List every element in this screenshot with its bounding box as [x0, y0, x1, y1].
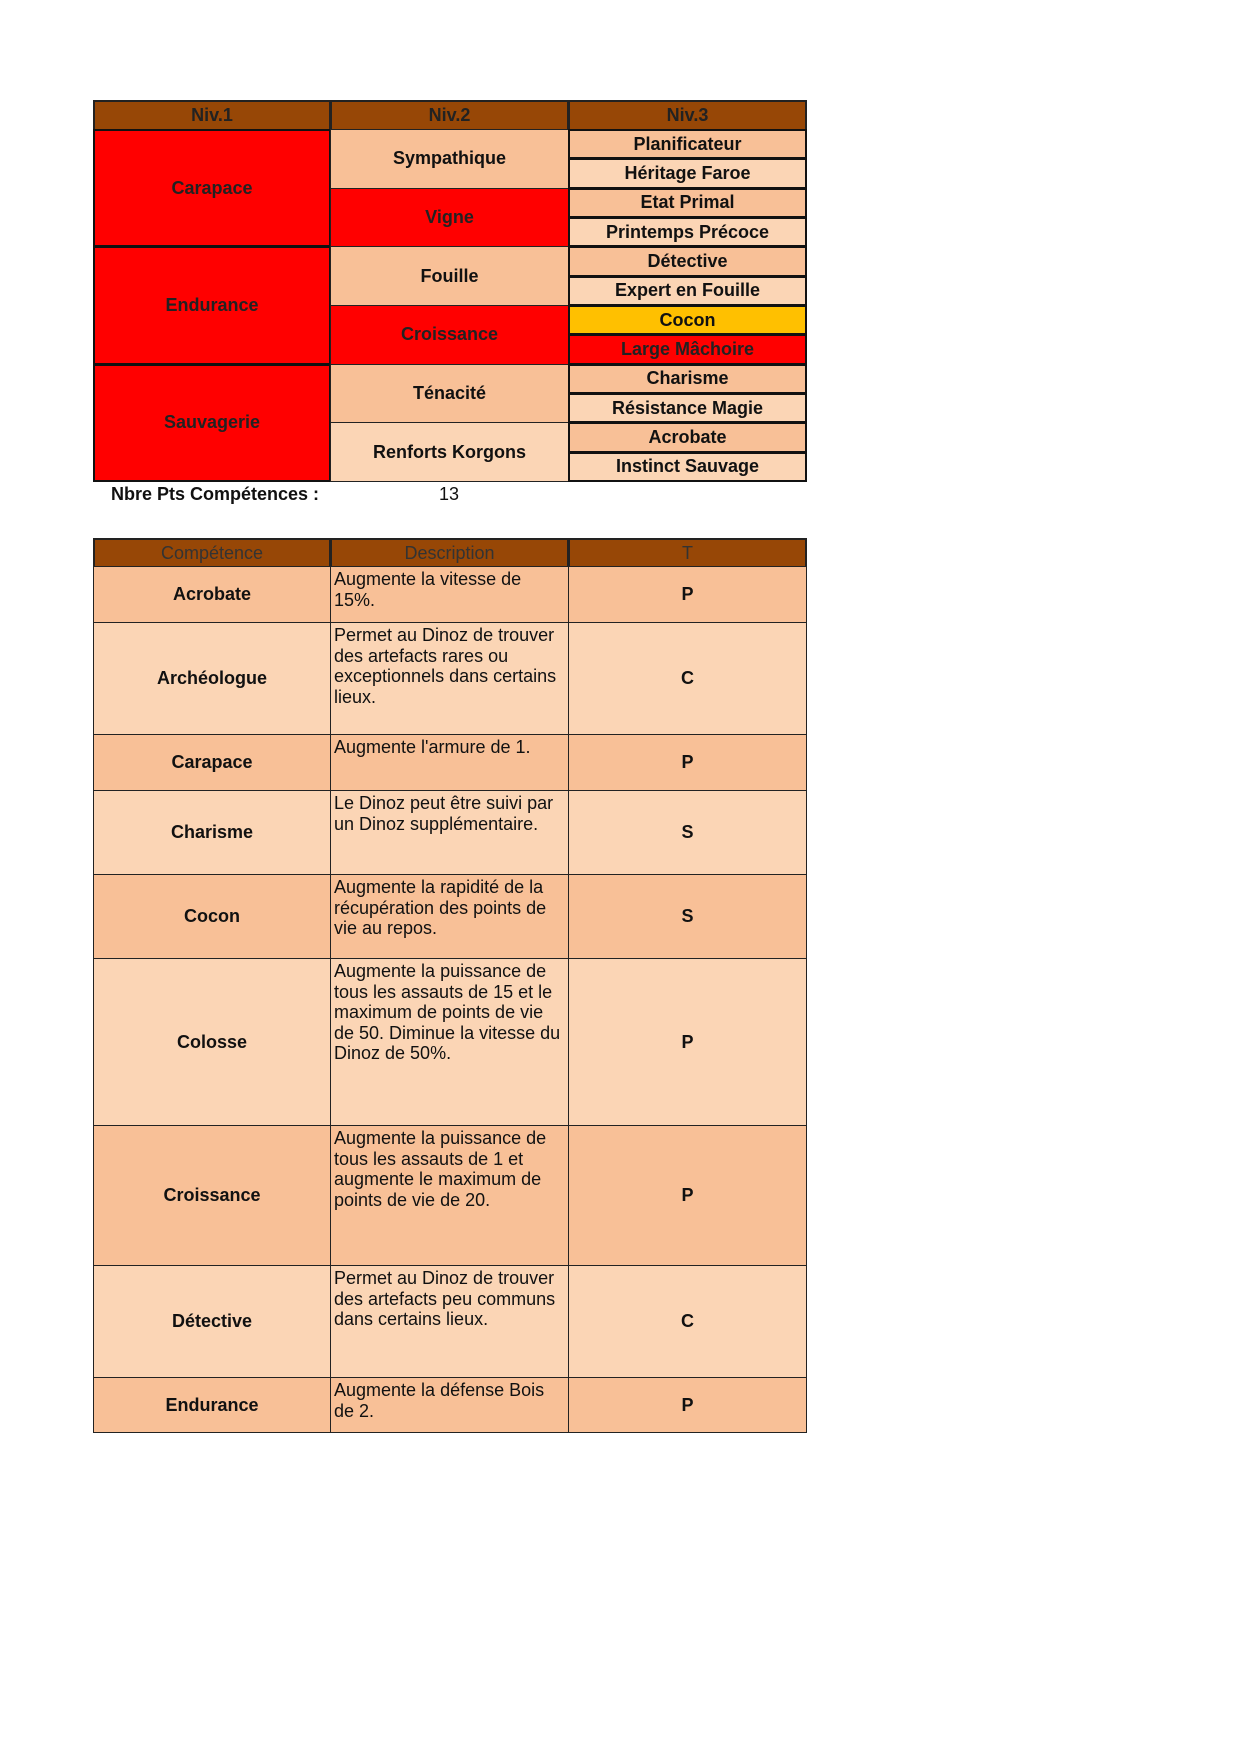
skill-description-cell: Le Dinoz peut être suivi par un Dinoz su… — [330, 790, 569, 875]
skill-name-cell: Colosse — [93, 958, 331, 1126]
skills-header-cell: Compétence — [93, 538, 331, 568]
niv3-cell: Charisme — [568, 363, 807, 394]
skills-header-cell: T — [568, 538, 807, 568]
niv2-cell: Ténacité — [330, 363, 569, 424]
skill-description-cell: Augmente la puissance de tous les assaut… — [330, 1125, 569, 1266]
skill-type-cell: P — [568, 734, 807, 791]
tree-header-cell: Niv.1 — [93, 100, 331, 131]
points-value: 13 — [439, 484, 460, 504]
niv3-cell: Instinct Sauvage — [568, 451, 807, 482]
niv3-cell: Détective — [568, 246, 807, 277]
niv3-cell: Résistance Magie — [568, 392, 807, 424]
skill-description-cell: Augmente la défense Bois de 2. — [330, 1377, 569, 1433]
skill-type-cell: P — [568, 1125, 807, 1266]
skills-header-cell: Description — [330, 538, 569, 568]
skill-type-cell: C — [568, 1265, 807, 1378]
skill-type-cell: S — [568, 790, 807, 875]
tree-header-cell: Niv.3 — [568, 100, 807, 131]
tree-header-cell: Niv.2 — [330, 100, 569, 131]
niv2-cell: Croissance — [330, 304, 569, 365]
skill-description-cell: Augmente l'armure de 1. — [330, 734, 569, 791]
niv3-cell: Printemps Précoce — [568, 216, 807, 248]
niv3-cell: Acrobate — [568, 422, 807, 453]
skill-type-cell: P — [568, 958, 807, 1126]
skill-description-cell: Augmente la puissance de tous les assaut… — [330, 958, 569, 1126]
points-label: Nbre Pts Compétences : — [111, 484, 320, 504]
skill-name-cell: Croissance — [93, 1125, 331, 1266]
niv2-cell: Sympathique — [330, 129, 569, 189]
skill-name-cell: Endurance — [93, 1377, 331, 1433]
skill-name-cell: Acrobate — [93, 566, 331, 623]
skill-description-cell: Augmente la vitesse de 15%. — [330, 566, 569, 623]
niv2-cell: Fouille — [330, 246, 569, 306]
niv3-cell: Cocon — [568, 304, 807, 336]
niv2-cell: Renforts Korgons — [330, 422, 569, 482]
niv1-cell: Sauvagerie — [93, 363, 331, 482]
skill-name-cell: Carapace — [93, 734, 331, 791]
skill-type-cell: C — [568, 622, 807, 735]
skill-description-cell: Augmente la rapidité de la récupération … — [330, 874, 569, 959]
skill-type-cell: P — [568, 566, 807, 623]
skill-name-cell: Archéologue — [93, 622, 331, 735]
skill-type-cell: S — [568, 874, 807, 959]
niv3-cell: Héritage Faroe — [568, 158, 807, 189]
niv2-cell: Vigne — [330, 187, 569, 248]
skill-type-cell: P — [568, 1377, 807, 1433]
niv1-cell: Endurance — [93, 246, 331, 365]
skill-description-cell: Permet au Dinoz de trouver des artefacts… — [330, 622, 569, 735]
niv3-cell: Expert en Fouille — [568, 275, 807, 306]
niv3-cell: Large Mâchoire — [568, 334, 807, 365]
skill-description-cell: Permet au Dinoz de trouver des artefacts… — [330, 1265, 569, 1378]
skill-name-cell: Cocon — [93, 874, 331, 959]
skill-name-cell: Charisme — [93, 790, 331, 875]
skill-name-cell: Détective — [93, 1265, 331, 1378]
niv3-cell: Etat Primal — [568, 187, 807, 218]
niv3-cell: Planificateur — [568, 129, 807, 160]
niv1-cell: Carapace — [93, 129, 331, 248]
